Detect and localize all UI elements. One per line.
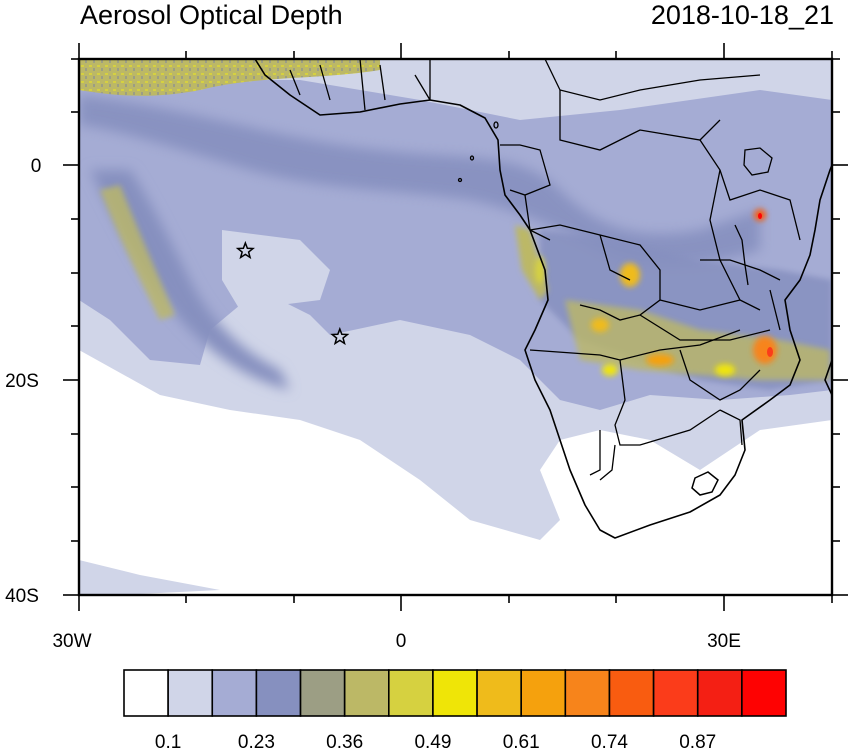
madagascar-outline — [824, 359, 832, 396]
colorbar-box-12 — [608, 669, 655, 717]
aod-region-dark-west — [90, 170, 290, 390]
colorbar-box-6 — [343, 669, 390, 717]
colorbar-box-5 — [299, 669, 346, 717]
africa-coastline — [254, 59, 832, 539]
colorbar — [123, 669, 787, 717]
map-timestamp: 2018-10-18_21 — [650, 0, 834, 30]
colorbar-label-2: 0.23 — [238, 732, 275, 750]
colorbar-box-1 — [123, 669, 169, 717]
colorbar-label-1: 0.1 — [155, 732, 181, 750]
aod-hotspots — [535, 209, 777, 376]
colorbar-box-4 — [255, 669, 302, 717]
lat-label-40s: 40S — [5, 586, 39, 607]
country-borders — [289, 59, 801, 481]
colorbar-label-5: 0.61 — [503, 732, 540, 750]
aod-region-high-north — [79, 59, 380, 96]
axis-ticks — [63, 43, 848, 611]
colorbar-box-11 — [564, 669, 611, 717]
aod-region-dark-north — [79, 95, 760, 265]
aod-region-light-pocket — [222, 230, 330, 310]
lake-malawi-outline — [769, 289, 781, 331]
aod-field — [79, 59, 832, 595]
colorbar-label-3: 0.36 — [326, 732, 363, 750]
lat-label-20s: 20S — [5, 371, 39, 392]
lon-label-0: 0 — [396, 631, 407, 652]
colorbar-box-8 — [432, 669, 478, 717]
coastlines — [254, 59, 832, 539]
aod-region-low-south — [79, 560, 220, 595]
colorbar-box-14 — [696, 669, 743, 717]
colorbar-box-2 — [167, 669, 214, 717]
lesotho-outline — [691, 471, 719, 496]
colorbar-box-7 — [387, 669, 434, 717]
star-marker-2 — [330, 326, 350, 346]
lat-label-0: 0 — [31, 156, 42, 177]
colorbar-box-10 — [520, 669, 567, 717]
lon-label-30e: 30E — [707, 631, 741, 652]
lake-victoria-outline — [743, 147, 773, 176]
station-markers — [235, 240, 350, 346]
colorbar-label-4: 0.49 — [414, 732, 451, 750]
map-title: Aerosol Optical Depth — [80, 0, 343, 30]
islands — [457, 121, 499, 183]
colorbar-box-9 — [476, 669, 523, 717]
colorbar-label-7: 0.87 — [679, 732, 716, 750]
colorbar-label-6: 0.74 — [591, 732, 628, 750]
colorbar-box-13 — [652, 669, 699, 717]
colorbar-labels: 0.1 0.23 0.36 0.49 0.61 0.74 0.87 — [155, 732, 716, 750]
lake-tanganyika-outline — [734, 224, 749, 286]
star-marker-1 — [235, 240, 255, 260]
colorbar-box-3 — [211, 669, 258, 717]
lon-label-30w: 30W — [52, 631, 91, 652]
colorbar-box-15 — [741, 669, 787, 717]
plot-frame — [77, 57, 834, 597]
aod-region-high-west — [100, 185, 175, 320]
